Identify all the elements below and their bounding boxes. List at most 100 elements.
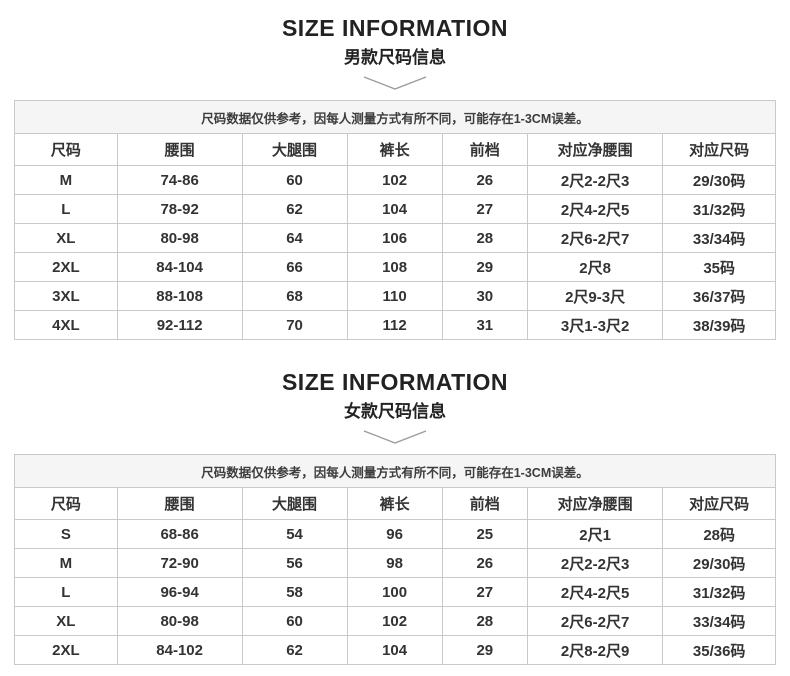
table-cell: 27 [441,577,528,607]
column-header: 尺码 [14,487,118,520]
table-cell: 31 [441,310,528,340]
table-cell: 62 [241,194,348,224]
table-cell: 112 [346,310,443,340]
column-header: 大腿围 [241,487,348,520]
notice-text: 尺码数据仅供参考，因每人测量方式有所不同，可能存在1-3CM误差。 [14,454,776,488]
table-cell: 2尺1 [526,519,664,549]
table-cell: 60 [241,606,348,636]
size-label-cell: S [14,519,118,549]
table-cell: 84-102 [116,635,243,665]
table-cell: 100 [346,577,443,607]
size-label-cell: M [14,548,118,578]
table-row: M 72-90 56 98 26 2尺2-2尺3 29/30码 [14,548,776,578]
mens-size-table: 尺码数据仅供参考，因每人测量方式有所不同，可能存在1-3CM误差。 尺码 腰围 大腿… [14,100,776,340]
table-cell: 110 [346,281,443,311]
size-label-cell: L [14,194,118,224]
page-title: SIZE INFORMATION [281,15,509,41]
mens-size-section: SIZE INFORMATION 男款尺码信息 尺码数据仅供参考，因每人测量方式… [0,15,790,340]
table-row: M 74-86 60 102 26 2尺2-2尺3 29/30码 [14,165,776,195]
table-row: 3XL 88-108 68 110 30 2尺9-3尺 36/37码 [14,281,776,311]
table-cell: 70 [241,310,348,340]
table-row: 2XL 84-104 66 108 29 2尺8 35码 [14,252,776,282]
size-label-cell: XL [14,223,118,253]
table-cell: 64 [241,223,348,253]
column-header: 尺码 [14,133,118,166]
table-cell: 35/36码 [662,635,776,665]
womens-size-section: SIZE INFORMATION 女款尺码信息 尺码数据仅供参考，因每人测量方式… [0,340,790,665]
table-cell: 68-86 [116,519,243,549]
table-cell: 62 [241,635,348,665]
table-cell: 72-90 [116,548,243,578]
table-cell: 2尺6-2尺7 [526,606,664,636]
table-cell: 78-92 [116,194,243,224]
table-cell: 28 [441,223,528,253]
table-cell: 54 [241,519,348,549]
chevron-down-icon [0,429,790,445]
table-cell: 2尺2-2尺3 [526,165,664,195]
table-row: XL 80-98 64 106 28 2尺6-2尺7 33/34码 [14,223,776,253]
column-header: 裤长 [346,487,443,520]
table-cell: 29/30码 [662,548,776,578]
table-cell: 29/30码 [662,165,776,195]
table-cell: 104 [346,635,443,665]
size-label-cell: L [14,577,118,607]
notice-text: 尺码数据仅供参考，因每人测量方式有所不同，可能存在1-3CM误差。 [14,100,776,134]
table-cell: 102 [346,165,443,195]
column-header: 腰围 [116,487,243,520]
table-cell: 31/32码 [662,194,776,224]
table-cell: 26 [441,165,528,195]
size-label-cell: 2XL [14,635,118,665]
table-cell: 3尺1-3尺2 [526,310,664,340]
column-header: 对应净腰围 [526,487,664,520]
table-cell: 35码 [662,252,776,282]
table-cell: 108 [346,252,443,282]
table-cell: 33/34码 [662,606,776,636]
table-header-row: 尺码 腰围 大腿围 裤长 前档 对应净腰围 对应尺码 [14,487,776,520]
table-cell: 36/37码 [662,281,776,311]
table-row: S 68-86 54 96 25 2尺1 28码 [14,519,776,549]
table-cell: 26 [441,548,528,578]
table-cell: 80-98 [116,223,243,253]
table-cell: 96 [346,519,443,549]
table-cell: 28码 [662,519,776,549]
table-cell: 60 [241,165,348,195]
table-cell: 92-112 [116,310,243,340]
table-cell: 30 [441,281,528,311]
table-cell: 68 [241,281,348,311]
table-header-row: 尺码 腰围 大腿围 裤长 前档 对应净腰围 对应尺码 [14,133,776,166]
table-row: XL 80-98 60 102 28 2尺6-2尺7 33/34码 [14,606,776,636]
table-cell: 106 [346,223,443,253]
table-cell: 25 [441,519,528,549]
womens-size-table: 尺码数据仅供参考，因每人测量方式有所不同，可能存在1-3CM误差。 尺码 腰围 大腿… [14,454,776,665]
column-header: 前档 [441,133,528,166]
womens-subtitle: 女款尺码信息 [344,402,446,421]
table-cell: 74-86 [116,165,243,195]
table-row: 2XL 84-102 62 104 29 2尺8-2尺9 35/36码 [14,635,776,665]
table-cell: 31/32码 [662,577,776,607]
table-cell: 38/39码 [662,310,776,340]
table-cell: 98 [346,548,443,578]
table-cell: 29 [441,635,528,665]
table-cell: 96-94 [116,577,243,607]
table-cell: 33/34码 [662,223,776,253]
table-cell: 84-104 [116,252,243,282]
table-cell: 29 [441,252,528,282]
size-label-cell: M [14,165,118,195]
table-row: L 78-92 62 104 27 2尺4-2尺5 31/32码 [14,194,776,224]
table-cell: 2尺4-2尺5 [526,194,664,224]
table-cell: 56 [241,548,348,578]
column-header: 前档 [441,487,528,520]
table-row: L 96-94 58 100 27 2尺4-2尺5 31/32码 [14,577,776,607]
size-label-cell: 4XL [14,310,118,340]
table-cell: 66 [241,252,348,282]
chevron-down-icon [0,75,790,91]
table-cell: 88-108 [116,281,243,311]
mens-subtitle: 男款尺码信息 [344,48,446,67]
table-cell: 28 [441,606,528,636]
table-cell: 27 [441,194,528,224]
size-label-cell: 2XL [14,252,118,282]
table-cell: 58 [241,577,348,607]
table-cell: 2尺2-2尺3 [526,548,664,578]
table-cell: 2尺8-2尺9 [526,635,664,665]
